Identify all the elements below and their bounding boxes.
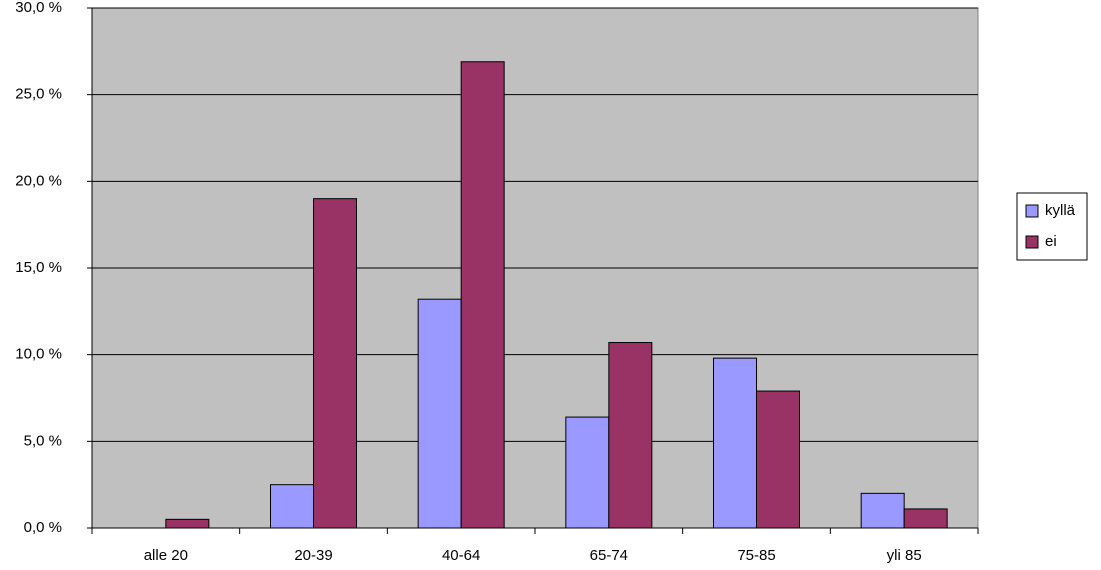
legend-label: ei	[1045, 233, 1057, 250]
y-tick-label: 0,0 %	[24, 519, 62, 536]
x-tick-label: yli 85	[887, 547, 922, 564]
y-tick-label: 30,0 %	[15, 0, 62, 16]
bar	[565, 416, 610, 529]
x-tick-label: 20-39	[294, 547, 332, 564]
y-tick-label: 15,0 %	[15, 259, 62, 276]
x-tick-label: alle 20	[144, 547, 188, 564]
legend-box	[1016, 192, 1088, 261]
legend-swatch	[1025, 204, 1039, 218]
bar	[860, 492, 905, 529]
bar	[313, 198, 357, 529]
bar	[270, 484, 314, 529]
bar	[903, 508, 948, 529]
bar	[417, 298, 462, 529]
x-tick-label: 65-74	[590, 547, 628, 564]
bar	[165, 518, 210, 529]
y-tick-label: 5,0 %	[24, 432, 62, 449]
x-tick-label: 40-64	[442, 547, 480, 564]
bar	[460, 61, 505, 529]
bar	[756, 390, 800, 529]
bar	[608, 342, 653, 529]
y-tick-label: 25,0 %	[15, 86, 62, 103]
y-tick-label: 10,0 %	[15, 346, 62, 363]
x-tick-label: 75-85	[737, 547, 775, 564]
bar	[713, 357, 757, 529]
legend-label: kyllä	[1045, 202, 1076, 219]
y-tick-label: 20,0 %	[15, 172, 62, 189]
legend-swatch	[1025, 235, 1039, 249]
